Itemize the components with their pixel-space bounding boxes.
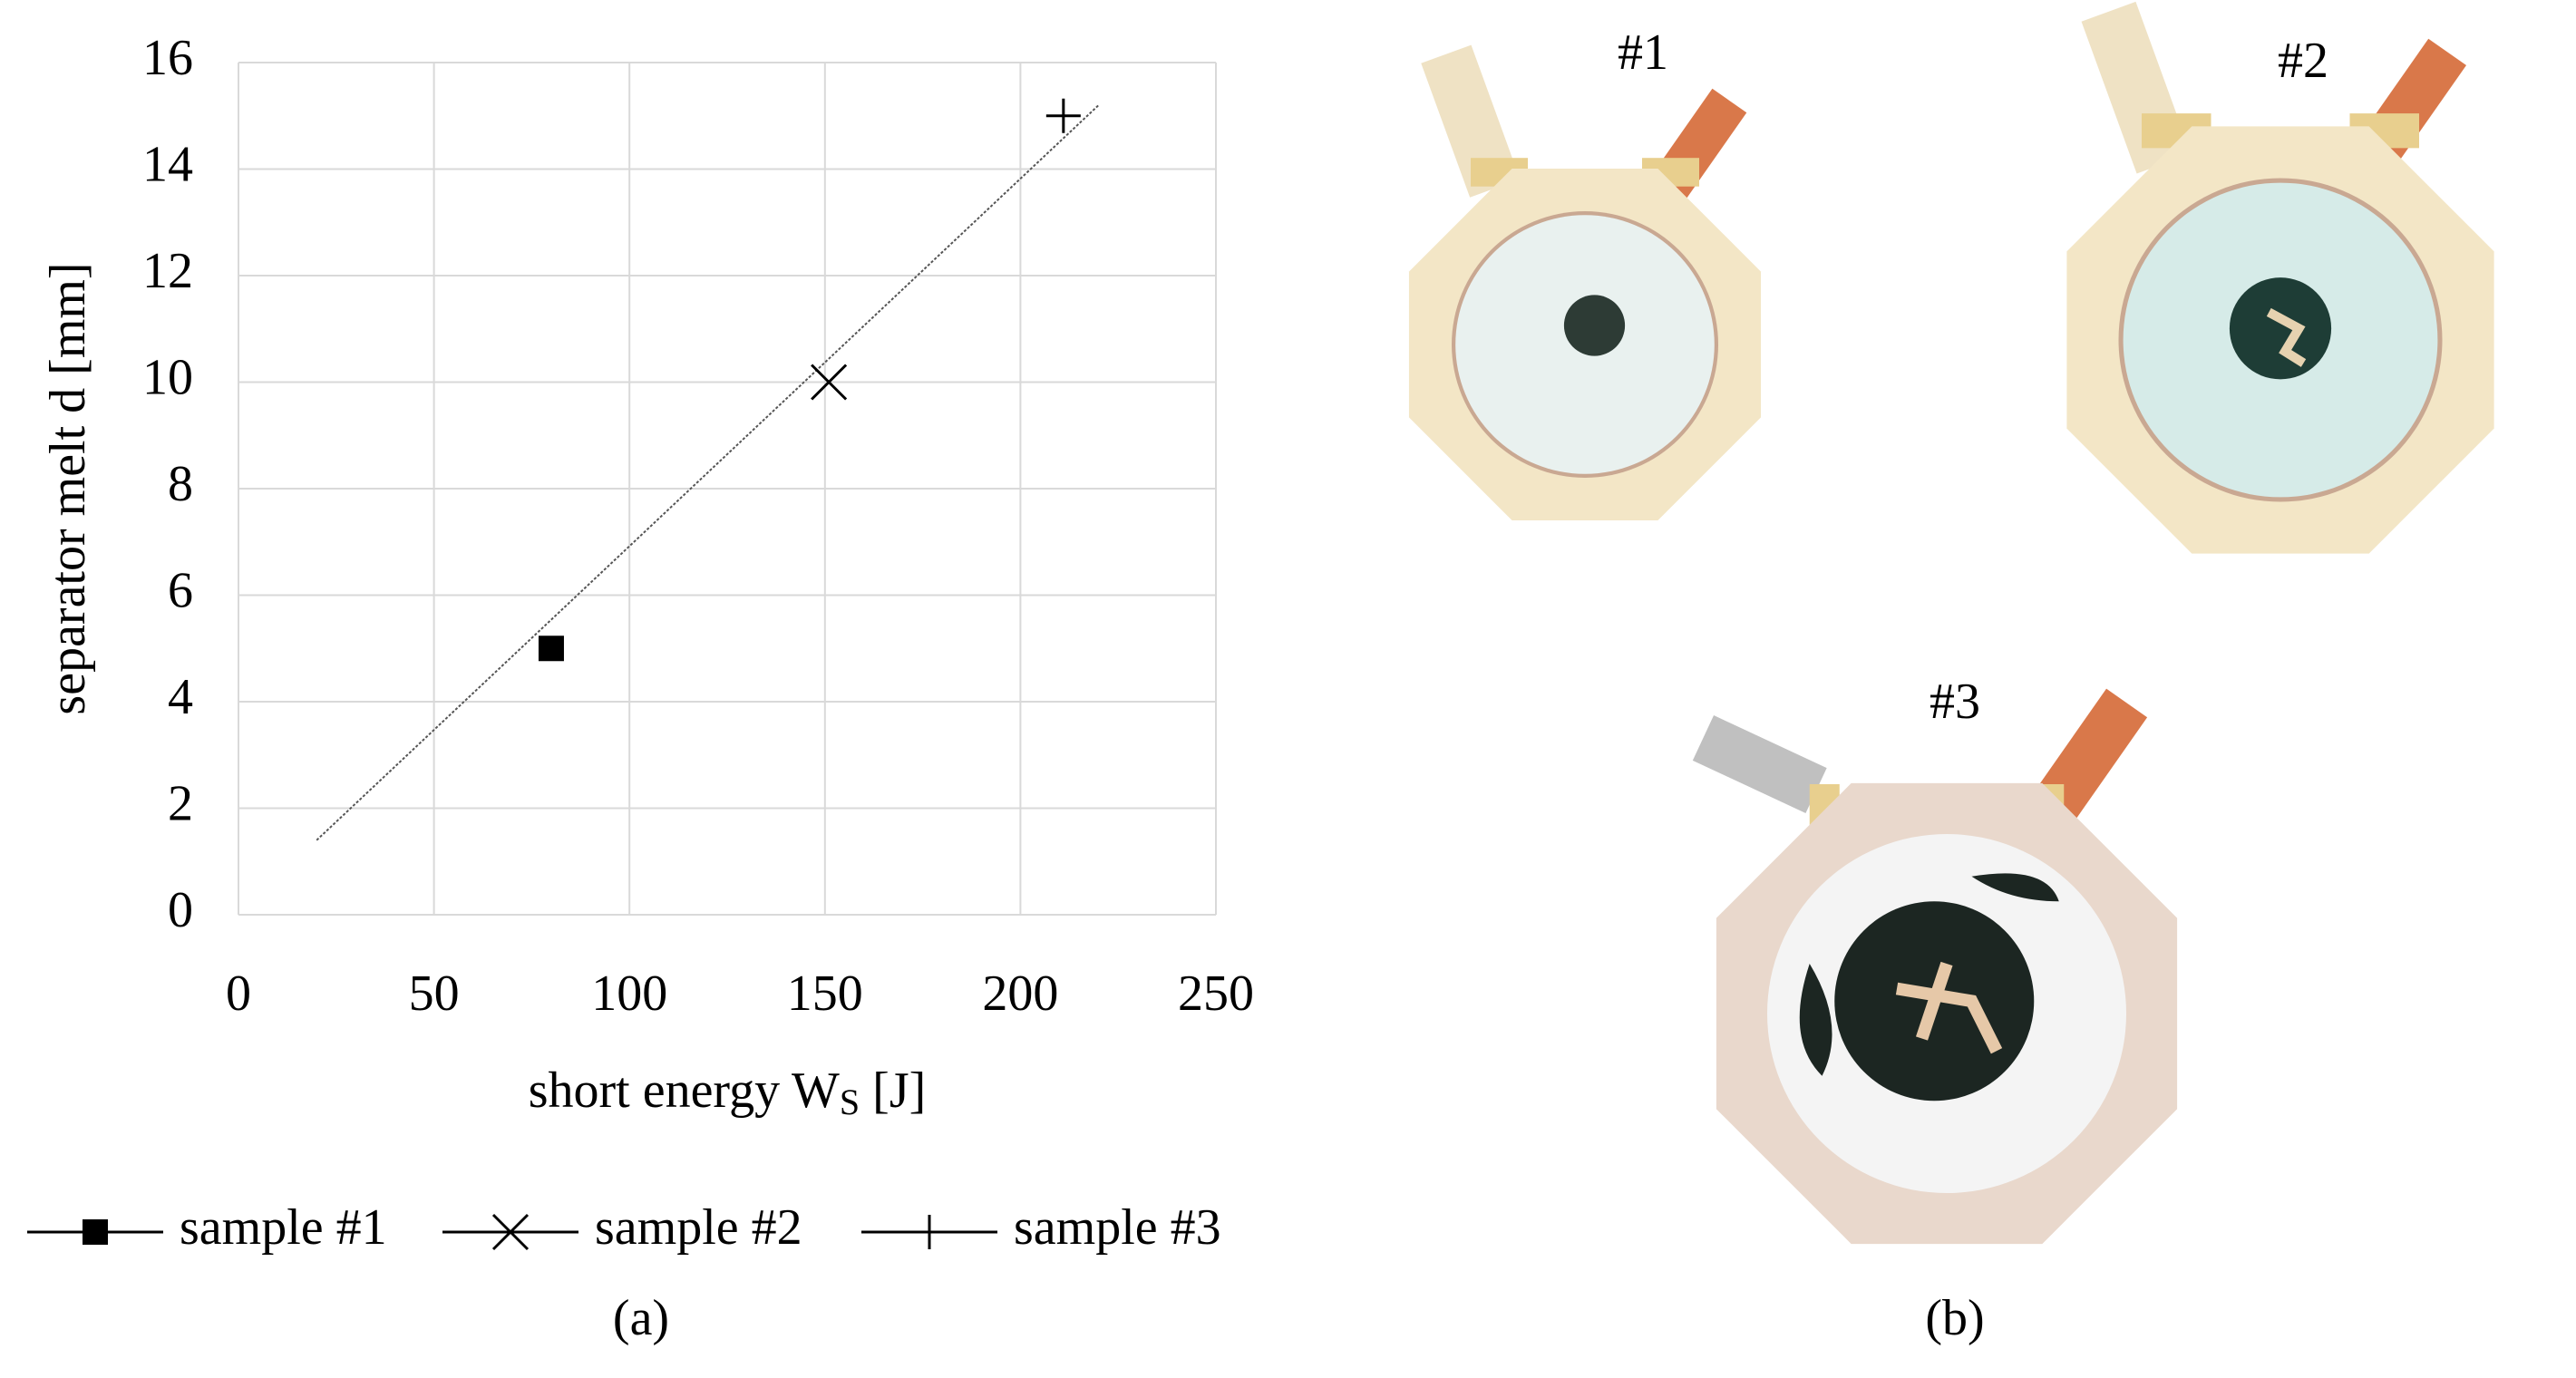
x-tick-label: 50 — [409, 966, 460, 1022]
photo — [1692, 688, 2178, 1245]
trendline — [316, 104, 1100, 841]
y-tick-label: 6 — [168, 562, 193, 618]
x-axis-label: short energy WS [J] — [529, 1063, 927, 1122]
x-tick-label: 100 — [591, 966, 667, 1022]
legend-label: sample #1 — [180, 1199, 387, 1256]
y-axis-label: separator melt d [mm] — [40, 262, 96, 714]
photo-label: #2 — [2278, 33, 2328, 89]
x-tick-label: 250 — [1178, 966, 1254, 1022]
legend-marker — [912, 1215, 947, 1249]
marker — [1045, 98, 1081, 133]
y-tick-label: 8 — [168, 456, 193, 512]
panel-label: (a) — [613, 1290, 669, 1346]
photo — [2066, 1, 2494, 554]
x-label-sub: S — [840, 1082, 860, 1122]
marker — [538, 636, 564, 662]
y-tick-label: 0 — [168, 882, 193, 938]
y-tick-label: 12 — [142, 243, 193, 299]
y-tick-label: 14 — [142, 136, 193, 192]
y-tick-label: 4 — [168, 669, 193, 725]
y-tick-label: 10 — [142, 349, 193, 405]
x-label-main: short energy W — [529, 1063, 840, 1119]
y-tick-label: 16 — [142, 30, 193, 86]
legend-label: sample #2 — [595, 1199, 802, 1256]
panel-label: (b) — [1925, 1290, 1984, 1346]
photo-label: #3 — [1930, 674, 1980, 730]
photo — [1408, 44, 1762, 521]
x-tick-label: 200 — [982, 966, 1058, 1022]
marker — [811, 364, 848, 401]
legend-label: sample #3 — [1014, 1199, 1221, 1256]
x-label-unit: [J] — [860, 1063, 926, 1119]
legend-marker — [83, 1219, 108, 1245]
x-tick-label: 0 — [226, 966, 251, 1022]
y-tick-label: 2 — [168, 775, 193, 831]
photo-label: #1 — [1618, 24, 1668, 81]
legend-marker — [491, 1213, 530, 1251]
x-tick-label: 150 — [787, 966, 863, 1022]
